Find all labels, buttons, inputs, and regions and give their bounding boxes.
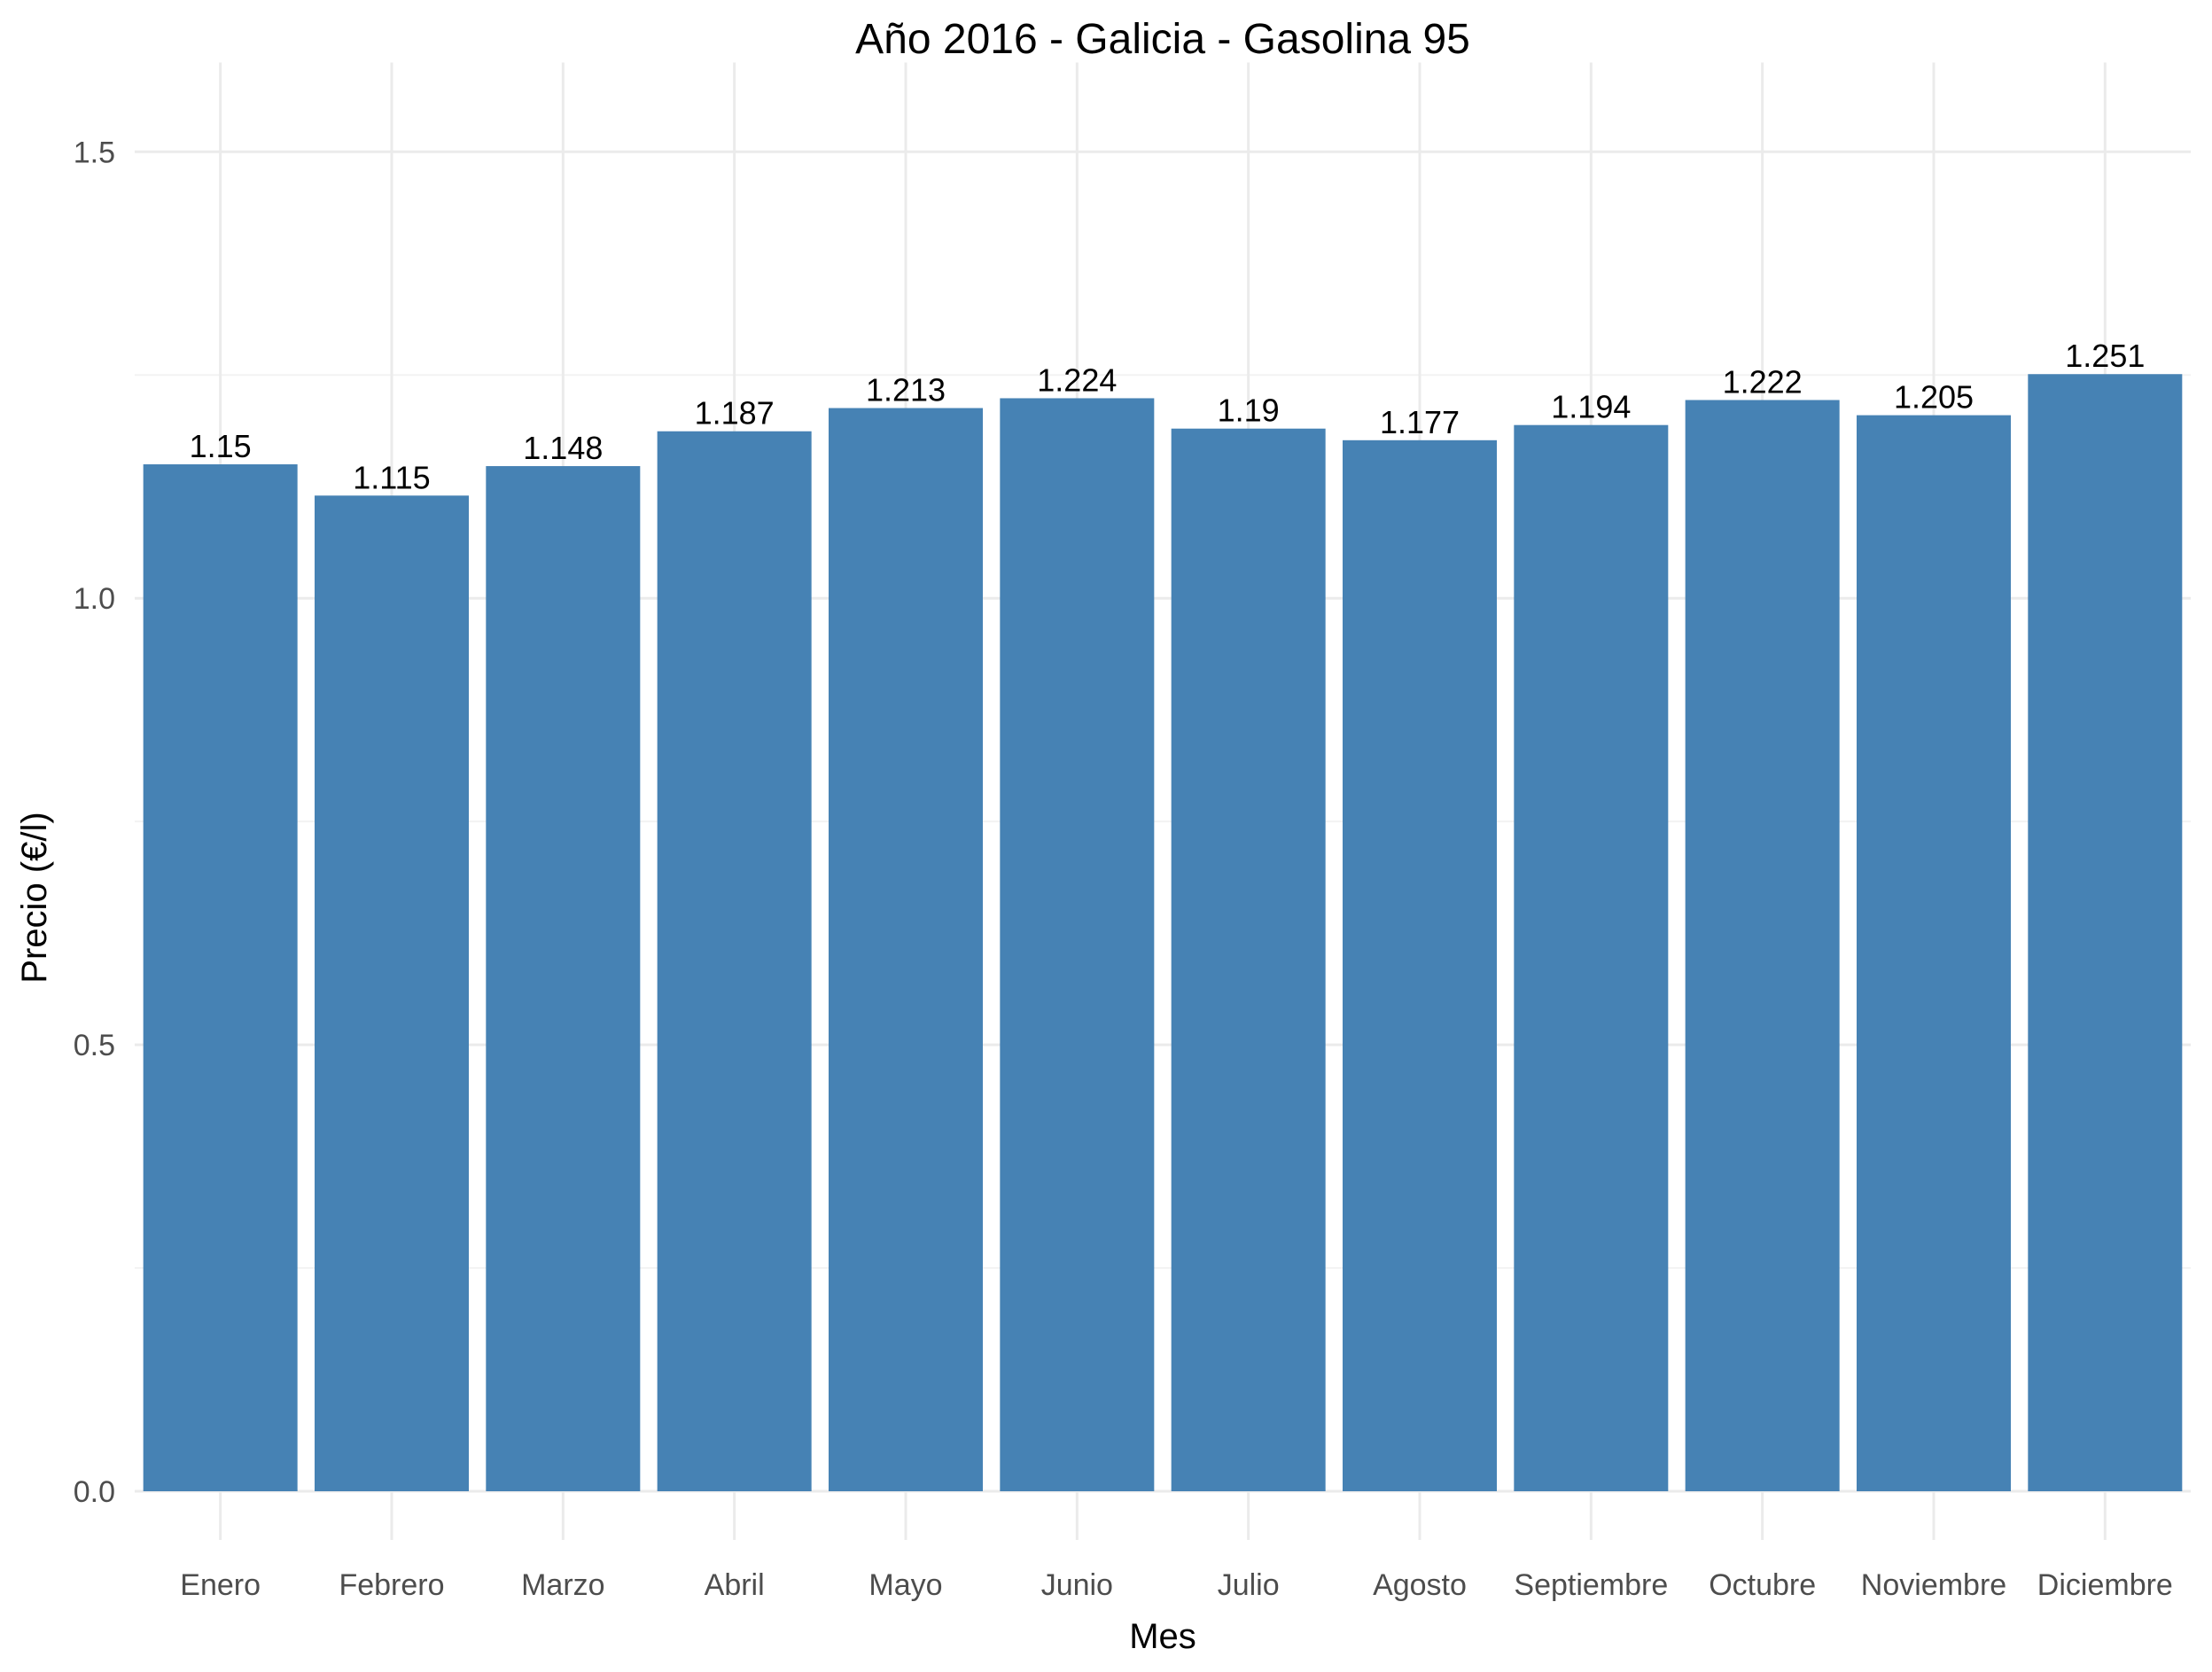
y-tick-label: 1.0 — [74, 582, 115, 616]
data-label: 1.251 — [2065, 338, 2145, 374]
bar — [2028, 374, 2183, 1491]
data-label: 1.224 — [1037, 362, 1117, 398]
x-tick-label: Febrero — [339, 1568, 444, 1602]
x-tick-label: Junio — [1041, 1568, 1113, 1602]
x-tick-label: Mayo — [868, 1568, 942, 1602]
y-tick-label: 1.5 — [74, 136, 115, 169]
data-label: 1.194 — [1551, 389, 1631, 425]
chart-title: Año 2016 - Galicia - Gasolina 95 — [855, 16, 1470, 63]
bar — [1685, 400, 1840, 1492]
bar — [1857, 415, 2011, 1491]
data-label: 1.19 — [1218, 393, 1280, 429]
y-tick-label: 0.0 — [74, 1475, 115, 1509]
data-label: 1.205 — [1894, 379, 1974, 416]
data-label: 1.148 — [523, 430, 603, 466]
x-tick-label: Enero — [180, 1568, 261, 1602]
bar — [486, 466, 641, 1491]
data-label: 1.15 — [190, 428, 252, 464]
y-axis-title: Precio (€/l) — [15, 812, 54, 983]
x-tick-label: Septiembre — [1514, 1568, 1668, 1602]
x-tick-label: Abril — [705, 1568, 765, 1602]
x-tick-label: Agosto — [1373, 1568, 1467, 1602]
x-tick-label: Noviembre — [1861, 1568, 2006, 1602]
data-label: 1.177 — [1380, 404, 1460, 440]
x-tick-label: Diciembre — [2037, 1568, 2173, 1602]
data-label: 1.187 — [695, 395, 775, 432]
bar — [1514, 424, 1669, 1492]
bar — [1343, 439, 1497, 1492]
x-tick-label: Octubre — [1709, 1568, 1816, 1602]
bar — [657, 431, 812, 1491]
bar — [143, 464, 298, 1491]
bar — [829, 408, 983, 1492]
x-tick-label: Marzo — [521, 1568, 604, 1602]
data-label: 1.213 — [866, 372, 946, 408]
y-tick-label: 0.5 — [74, 1029, 115, 1062]
x-axis-title: Mes — [1129, 1617, 1196, 1656]
data-label: 1.115 — [353, 459, 430, 495]
bar — [1171, 428, 1326, 1491]
x-tick-label: Julio — [1218, 1568, 1280, 1602]
bar — [1000, 398, 1155, 1492]
bar — [315, 495, 469, 1491]
data-label: 1.222 — [1723, 363, 1803, 400]
